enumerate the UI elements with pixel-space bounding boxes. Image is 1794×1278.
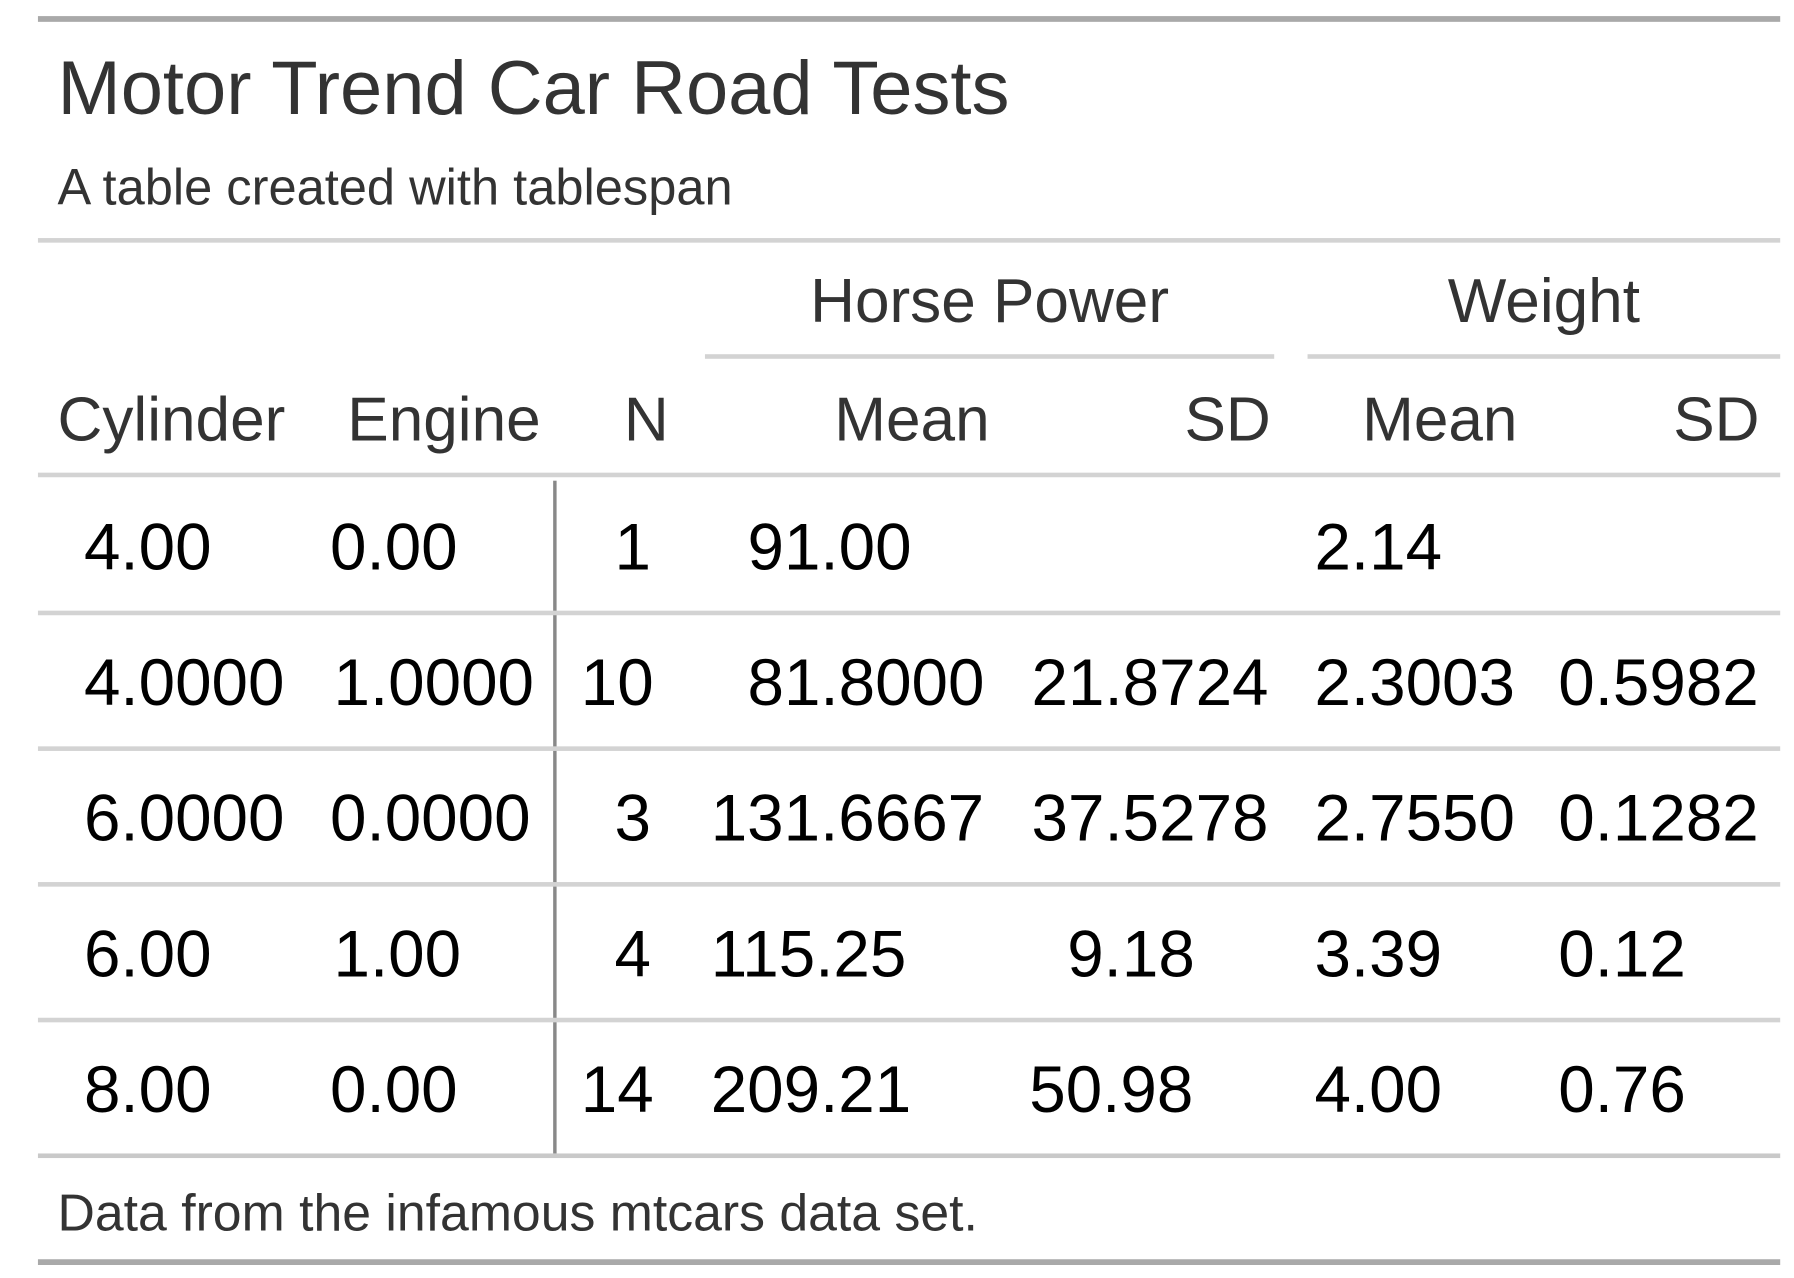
spanner-weight: Weight — [1447, 266, 1640, 336]
cell-n: 1 — [614, 510, 651, 585]
cell-wt-mean: 3.39 — [1314, 917, 1443, 992]
bottom-border — [37, 1259, 1781, 1265]
cell-n: 4 — [614, 917, 651, 992]
cell-wt-sd: 0.76 — [1558, 1053, 1686, 1127]
cell-hp-sd: 37.5278 — [1031, 782, 1269, 856]
cell-hp-mean: 209.21 — [710, 1053, 912, 1127]
cell-n: 10 — [580, 646, 654, 720]
row-rule — [37, 882, 1781, 887]
table-title: Motor Trend Car Road Tests — [57, 44, 1010, 130]
table-subtitle: A table created with tablespan — [57, 159, 733, 217]
cell-cylinder: 4.0000 — [83, 646, 285, 720]
column-header-hp-mean: Mean — [834, 385, 990, 455]
column-header-engine: Engine — [347, 385, 541, 455]
body-bottom-rule — [37, 1153, 1781, 1159]
spanner-rule-weight — [1307, 354, 1781, 359]
cell-hp-sd: 50.98 — [1029, 1053, 1194, 1127]
column-header-wt-mean: Mean — [1362, 385, 1518, 455]
cell-engine: 1.0000 — [333, 646, 534, 720]
cell-wt-sd: 0.12 — [1558, 917, 1686, 992]
cell-cylinder: 6.00 — [83, 917, 212, 992]
cell-hp-sd: 21.8724 — [1031, 646, 1269, 720]
cell-cylinder: 6.0000 — [83, 782, 285, 856]
cell-cylinder: 8.00 — [83, 1053, 212, 1127]
cell-engine: 0.0000 — [330, 782, 531, 856]
cell-hp-mean: 91.00 — [747, 510, 912, 585]
column-header-n: N — [623, 385, 669, 455]
row-rule — [37, 610, 1781, 616]
cell-wt-mean: 2.14 — [1314, 510, 1443, 585]
cell-hp-sd: 9.18 — [1067, 917, 1195, 992]
row-rule — [37, 746, 1781, 751]
table-footnote: Data from the infamous mtcars data set. — [57, 1183, 978, 1242]
column-header-cylinder: Cylinder — [57, 385, 286, 455]
cell-engine: 1.00 — [333, 917, 462, 992]
cell-wt-mean: 2.7550 — [1314, 782, 1515, 856]
cell-hp-mean: 81.8000 — [747, 646, 985, 720]
cell-n: 14 — [580, 1053, 654, 1127]
cell-hp-mean: 115.25 — [710, 917, 907, 992]
cell-wt-sd: 0.5982 — [1558, 646, 1759, 720]
spanner-rule-horse-power — [704, 354, 1275, 359]
spanner-horse-power: Horse Power — [810, 266, 1170, 336]
header-rule — [37, 472, 1781, 478]
row-rule — [37, 1017, 1781, 1023]
title-rule — [37, 238, 1781, 243]
cell-hp-mean: 131.6667 — [710, 782, 985, 856]
top-border — [37, 16, 1781, 22]
cell-cylinder: 4.00 — [83, 510, 212, 585]
column-header-hp-sd: SD — [1184, 385, 1271, 455]
cell-wt-mean: 2.3003 — [1314, 646, 1515, 720]
cell-engine: 0.00 — [330, 510, 458, 585]
cell-engine: 0.00 — [330, 1053, 458, 1127]
cell-wt-sd: 0.1282 — [1558, 782, 1759, 856]
cell-n: 3 — [614, 782, 651, 856]
row-header-divider — [553, 480, 557, 1154]
cell-wt-mean: 4.00 — [1314, 1053, 1443, 1127]
column-header-wt-sd: SD — [1673, 385, 1760, 455]
